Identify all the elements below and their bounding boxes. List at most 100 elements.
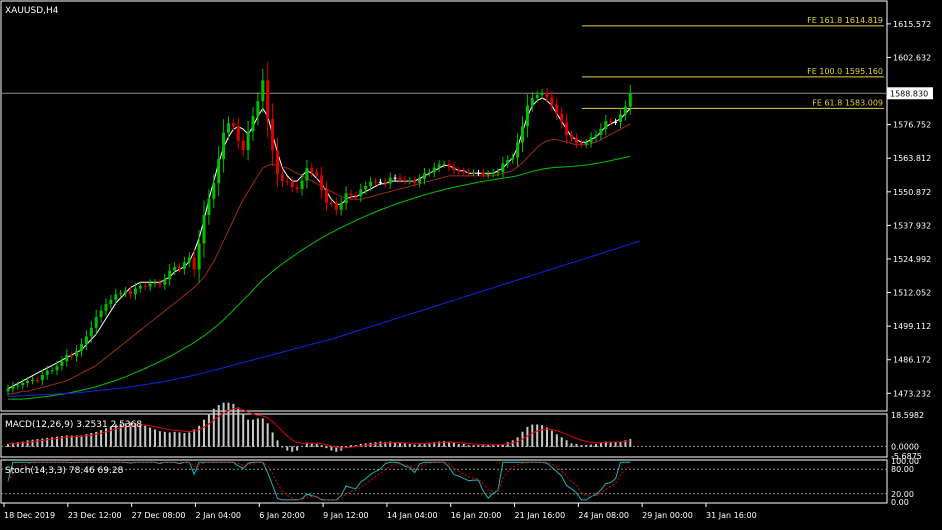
- main-price-pane[interactable]: FE 161.8 1614.819 FE 100.0 1595.160 FE 61.…: [1, 16, 887, 400]
- price-axis-label: 1512.052: [893, 289, 931, 298]
- candle: [329, 202, 333, 204]
- candle: [525, 105, 529, 127]
- candle: [432, 167, 436, 173]
- candle: [197, 243, 201, 270]
- candle: [187, 257, 191, 263]
- time-axis-label: 14 Jan 04:00: [387, 511, 438, 520]
- candle: [192, 257, 196, 270]
- candle: [45, 370, 49, 375]
- candle: [119, 293, 123, 295]
- candle: [173, 266, 177, 271]
- time-axis-label: 29 Jan 00:00: [642, 511, 693, 520]
- price-axis-label: 1563.812: [893, 154, 931, 163]
- price-axis-label: 1499.112: [893, 322, 931, 331]
- candle: [290, 181, 294, 188]
- time-axis-label: 18 Dec 2019: [4, 511, 55, 520]
- stoch-pane[interactable]: [1, 461, 887, 501]
- candle: [241, 140, 245, 150]
- candle: [222, 132, 226, 160]
- candle: [285, 181, 289, 183]
- candle: [178, 266, 181, 269]
- candle: [467, 172, 471, 174]
- candle: [182, 262, 186, 269]
- ma-long-line: [7, 240, 641, 397]
- candle: [496, 172, 500, 173]
- candle: [143, 285, 147, 287]
- candle: [26, 380, 30, 384]
- candle: [374, 181, 377, 183]
- candle: [540, 92, 544, 95]
- candle: [574, 138, 578, 143]
- macd-axis-label: 0.0000: [891, 442, 919, 451]
- candle: [65, 354, 69, 362]
- time-axis-label: 16 Jan 20:00: [451, 511, 502, 520]
- candle: [530, 98, 534, 106]
- candle: [349, 193, 353, 196]
- candle: [628, 93, 632, 107]
- axes: 1615.5721602.6321589.6921576.7521563.812…: [3, 20, 933, 520]
- candle: [256, 101, 260, 117]
- candle: [403, 179, 407, 182]
- candle: [614, 121, 618, 123]
- candle: [521, 126, 524, 143]
- candle: [202, 215, 206, 244]
- candle: [359, 189, 363, 197]
- candle: [481, 172, 485, 176]
- stoch-axis-label: 100.00: [891, 457, 919, 466]
- candle: [442, 163, 446, 165]
- candle: [310, 168, 314, 173]
- candle: [153, 282, 157, 284]
- price-axis-label: 1602.632: [893, 53, 931, 62]
- main-pane-frame: [0, 0, 888, 412]
- macd-pane[interactable]: [1, 402, 887, 452]
- macd-pane-frame: [0, 413, 888, 458]
- stoch-axis-label: 80.00: [891, 465, 914, 474]
- candle: [94, 317, 98, 328]
- price-axis-label: 1615.572: [893, 20, 931, 29]
- candle: [217, 159, 221, 184]
- candle: [280, 174, 284, 182]
- candle: [158, 282, 162, 285]
- candle: [99, 310, 103, 318]
- candle: [462, 170, 466, 172]
- macd-label: MACD(12,26,9) 3.2531 2.5368: [5, 420, 142, 430]
- current-price-label: 1588.830: [890, 89, 928, 98]
- candle: [89, 327, 93, 337]
- candle: [589, 137, 593, 143]
- candle: [427, 172, 431, 174]
- candle: [393, 177, 397, 179]
- candle: [21, 383, 25, 386]
- time-axis-label: 21 Jan 16:00: [515, 511, 566, 520]
- candle: [516, 142, 520, 158]
- candle: [413, 180, 417, 183]
- candle: [31, 379, 34, 381]
- candle: [476, 172, 480, 174]
- candle: [295, 187, 299, 190]
- candle: [545, 92, 549, 98]
- candle: [300, 180, 304, 190]
- candle: [560, 113, 564, 123]
- candle: [6, 388, 10, 392]
- candle: [271, 119, 275, 151]
- time-axis-label: 6 Jan 20:00: [259, 511, 305, 520]
- candle: [305, 168, 309, 181]
- candle: [84, 336, 88, 345]
- candle: [75, 350, 79, 357]
- ma-mid-line: [8, 123, 631, 395]
- candle: [11, 386, 15, 389]
- candle: [231, 123, 235, 127]
- candle: [133, 288, 137, 295]
- candle: [80, 344, 83, 351]
- candle: [472, 172, 475, 174]
- current-price-box: [887, 87, 933, 100]
- candle: [212, 183, 216, 199]
- time-axis-label: 27 Dec 08:00: [132, 511, 186, 520]
- candle: [320, 175, 324, 190]
- candle: [315, 172, 319, 176]
- candle: [50, 370, 54, 372]
- candle: [570, 135, 573, 138]
- candle: [227, 123, 230, 133]
- candle: [369, 181, 373, 187]
